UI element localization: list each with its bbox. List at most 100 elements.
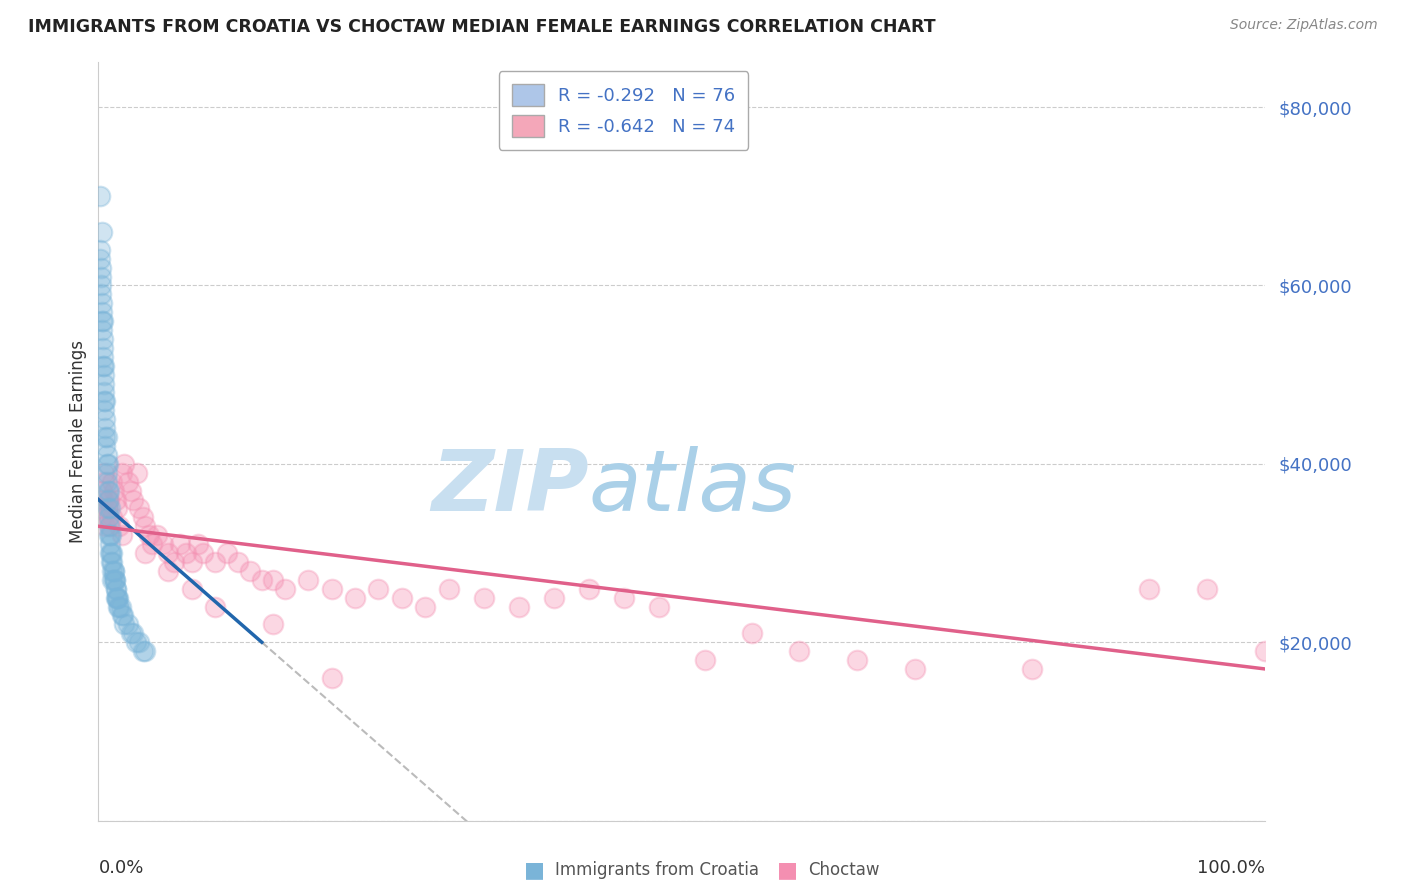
Point — [134, 546, 156, 560]
Point — [94, 519, 117, 533]
Point — [90, 296, 112, 310]
Point — [94, 439, 117, 453]
Point — [90, 278, 112, 293]
Text: atlas: atlas — [589, 445, 797, 529]
Point — [107, 591, 129, 605]
Text: ■: ■ — [778, 860, 797, 880]
Point — [111, 608, 134, 623]
Point — [132, 510, 155, 524]
Point — [101, 475, 124, 489]
Point — [97, 519, 120, 533]
Point — [128, 501, 150, 516]
Point — [215, 546, 238, 560]
Point — [120, 483, 142, 498]
Point — [101, 546, 124, 560]
Point — [125, 635, 148, 649]
Point — [104, 582, 127, 596]
Point — [103, 483, 125, 498]
Point — [90, 510, 112, 524]
Point — [103, 573, 125, 587]
Point — [1137, 582, 1160, 596]
Legend: R = -0.292   N = 76, R = -0.642   N = 74: R = -0.292 N = 76, R = -0.642 N = 74 — [499, 71, 748, 150]
Point — [96, 475, 118, 489]
Point — [904, 662, 927, 676]
Point — [103, 564, 125, 578]
Point — [125, 466, 148, 480]
Point — [97, 457, 120, 471]
Point — [250, 573, 273, 587]
Text: 0.0%: 0.0% — [98, 858, 143, 877]
Point — [741, 626, 763, 640]
Point — [97, 501, 120, 516]
Point — [91, 492, 114, 507]
Point — [117, 617, 139, 632]
Point — [104, 492, 127, 507]
Point — [787, 644, 810, 658]
Point — [104, 591, 127, 605]
Point — [157, 564, 180, 578]
Point — [437, 582, 460, 596]
Text: ZIP: ZIP — [430, 445, 589, 529]
Point — [169, 537, 191, 551]
Point — [93, 394, 115, 409]
Point — [93, 385, 115, 400]
Text: Choctaw: Choctaw — [808, 861, 880, 879]
Text: IMMIGRANTS FROM CROATIA VS CHOCTAW MEDIAN FEMALE EARNINGS CORRELATION CHART: IMMIGRANTS FROM CROATIA VS CHOCTAW MEDIA… — [28, 18, 936, 36]
Point — [100, 555, 122, 569]
Point — [204, 555, 226, 569]
Point — [91, 314, 114, 328]
Point — [90, 260, 112, 275]
Point — [239, 564, 262, 578]
Point — [93, 359, 115, 373]
Point — [97, 483, 120, 498]
Point — [111, 528, 134, 542]
Point — [97, 510, 120, 524]
Point — [193, 546, 215, 560]
Point — [105, 501, 128, 516]
Point — [90, 269, 112, 284]
Point — [1254, 644, 1277, 658]
Point — [108, 599, 131, 614]
Point — [105, 591, 128, 605]
Y-axis label: Median Female Earnings: Median Female Earnings — [69, 340, 87, 543]
Point — [107, 599, 129, 614]
Point — [344, 591, 367, 605]
Point — [90, 287, 112, 301]
Point — [128, 635, 150, 649]
Point — [1195, 582, 1218, 596]
Text: 100.0%: 100.0% — [1198, 858, 1265, 877]
Point — [94, 430, 117, 444]
Point — [104, 573, 127, 587]
Point — [103, 564, 125, 578]
Point — [110, 599, 132, 614]
Point — [93, 466, 115, 480]
Point — [321, 582, 343, 596]
Point — [97, 528, 120, 542]
Point — [152, 537, 174, 551]
Point — [96, 466, 118, 480]
Point — [146, 528, 169, 542]
Point — [91, 359, 114, 373]
Point — [120, 626, 142, 640]
Point — [117, 475, 139, 489]
Point — [274, 582, 297, 596]
Point — [89, 252, 111, 266]
Point — [98, 519, 121, 533]
Point — [141, 537, 163, 551]
Point — [97, 492, 120, 507]
Point — [96, 448, 118, 462]
Point — [180, 582, 202, 596]
Point — [578, 582, 600, 596]
Point — [180, 555, 202, 569]
Point — [111, 608, 134, 623]
Point — [112, 457, 135, 471]
Point — [97, 492, 120, 507]
Point — [508, 599, 530, 614]
Point — [134, 644, 156, 658]
Point — [367, 582, 389, 596]
Point — [111, 466, 134, 480]
Point — [98, 546, 121, 560]
Point — [98, 528, 121, 542]
Point — [647, 599, 669, 614]
Point — [90, 305, 112, 319]
